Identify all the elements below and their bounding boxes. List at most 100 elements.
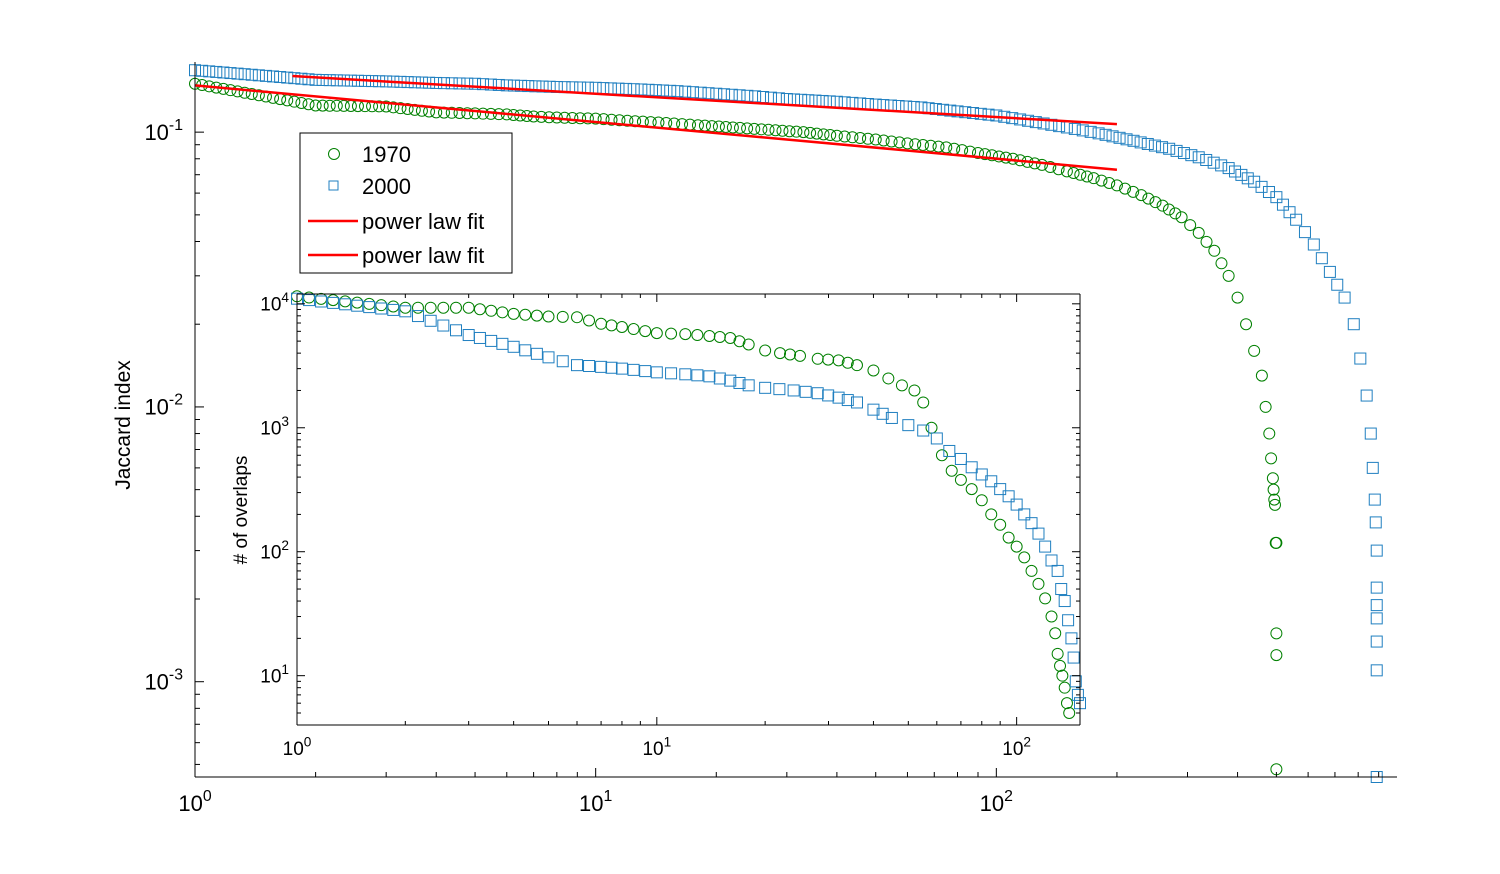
main-point-1970: [804, 126, 817, 139]
main-point-1970: [869, 133, 882, 146]
legend-label-fit-2: power law fit: [362, 243, 484, 268]
main-point-2000: [1369, 516, 1382, 529]
main-point-2000: [461, 77, 474, 90]
inset-point-1970: [985, 508, 998, 521]
main-point-2000: [1229, 165, 1242, 178]
inset-point-1970: [1058, 681, 1071, 694]
main-point-2000: [959, 106, 972, 119]
inset-point-2000: [595, 360, 608, 373]
main-point-2000: [642, 83, 655, 96]
inset-point-1970: [850, 359, 863, 372]
inset-point-1970: [774, 347, 787, 360]
inset-point-2000: [627, 363, 640, 376]
legend: 1970 2000 power law fit power law fit: [299, 132, 513, 274]
main-point-2000: [1370, 612, 1383, 625]
main-point-1970: [1270, 649, 1283, 662]
inset-point-2000: [1062, 614, 1075, 627]
main-point-2000: [515, 79, 528, 92]
main-point-2000: [937, 103, 950, 116]
main-point-1970: [885, 135, 898, 148]
inset-point-2000: [387, 303, 400, 316]
main-point-2000: [492, 78, 505, 91]
main-point-1970: [1215, 257, 1228, 270]
main-point-1970: [597, 113, 610, 126]
inset-point-2000: [811, 387, 824, 400]
inset-point-1970: [908, 384, 921, 397]
main-point-1970: [1265, 452, 1278, 465]
main-point-1970: [1035, 158, 1048, 171]
inset-point-1970: [841, 356, 854, 369]
main-point-1970: [1240, 318, 1253, 331]
main-point-2000: [302, 73, 315, 86]
inset-point-2000: [1010, 498, 1023, 511]
inset-point-2000: [742, 379, 755, 392]
main-point-2000: [259, 69, 272, 82]
main-point-1970: [316, 99, 329, 112]
inset-point-1970: [759, 344, 772, 357]
main-point-1970: [838, 130, 851, 143]
inset-point-2000: [639, 365, 652, 378]
main-point-2000: [217, 66, 230, 79]
main-point-2000: [1156, 141, 1169, 154]
main-point-2000: [1276, 198, 1289, 211]
main-point-2000: [1037, 117, 1050, 130]
main-point-1970: [901, 137, 914, 150]
main-point-1970: [613, 114, 626, 127]
main-point-2000: [245, 68, 258, 81]
inset-point-2000: [679, 368, 692, 381]
inset-point-2000: [713, 372, 726, 385]
inset-point-2000: [876, 407, 889, 420]
main-point-1970: [453, 107, 466, 120]
main-point-2000: [1290, 213, 1303, 226]
main-point-1970: [893, 136, 906, 149]
inset-point-2000: [1058, 595, 1071, 608]
main-point-1970: [309, 99, 322, 112]
inset-point-2000: [822, 389, 835, 402]
inset-point-1970: [895, 379, 908, 392]
inset-y-axis-label: # of overlaps: [231, 456, 252, 565]
inset-point-2000: [411, 310, 424, 323]
main-point-1970: [1222, 269, 1235, 282]
main-point-1970: [924, 139, 937, 152]
main-point-1970: [476, 107, 489, 120]
legend-marker-1970: [328, 148, 340, 160]
inset-point-2000: [850, 396, 863, 409]
inset-point-2000: [1045, 554, 1058, 567]
inset-point-2000: [954, 452, 967, 465]
main-point-2000: [982, 108, 995, 121]
main-point-2000: [1270, 191, 1283, 204]
inset-point-1970: [733, 335, 746, 348]
main-point-2000: [1366, 461, 1379, 474]
inset-point-1970: [742, 338, 755, 351]
main-point-1970: [846, 131, 859, 144]
main-point-1970: [719, 121, 732, 134]
main-point-1970: [985, 149, 998, 162]
main-point-1970: [1110, 179, 1123, 192]
inset-point-2000: [363, 301, 376, 314]
main-point-2000: [1029, 116, 1042, 129]
main-point-1970: [830, 129, 843, 142]
main-point-2000: [288, 72, 301, 85]
main-point-2000: [1170, 144, 1183, 157]
main-point-2000: [1347, 318, 1360, 331]
inset-point-1970: [583, 314, 596, 327]
main-point-2000: [536, 80, 549, 93]
inset-point-2000: [1051, 564, 1064, 577]
inset-point-1970: [832, 354, 845, 367]
main-point-1970: [1200, 235, 1213, 248]
main-point-2000: [1338, 291, 1351, 304]
inset-point-1970: [519, 308, 532, 321]
inset-plot-area: [291, 290, 1086, 719]
inset-point-1970: [954, 473, 967, 486]
inset-point-2000: [885, 411, 898, 424]
main-point-1970: [909, 138, 922, 151]
inset-point-1970: [1049, 627, 1062, 640]
inset-point-1970: [811, 352, 824, 365]
inset-y-tick-label: 104: [260, 290, 289, 316]
inset-point-2000: [583, 360, 596, 373]
main-point-2000: [1370, 599, 1383, 612]
main-point-1970: [1263, 427, 1276, 440]
inset-background: [297, 294, 1080, 725]
main-point-2000: [1368, 493, 1381, 506]
main-point-2000: [1185, 149, 1198, 162]
